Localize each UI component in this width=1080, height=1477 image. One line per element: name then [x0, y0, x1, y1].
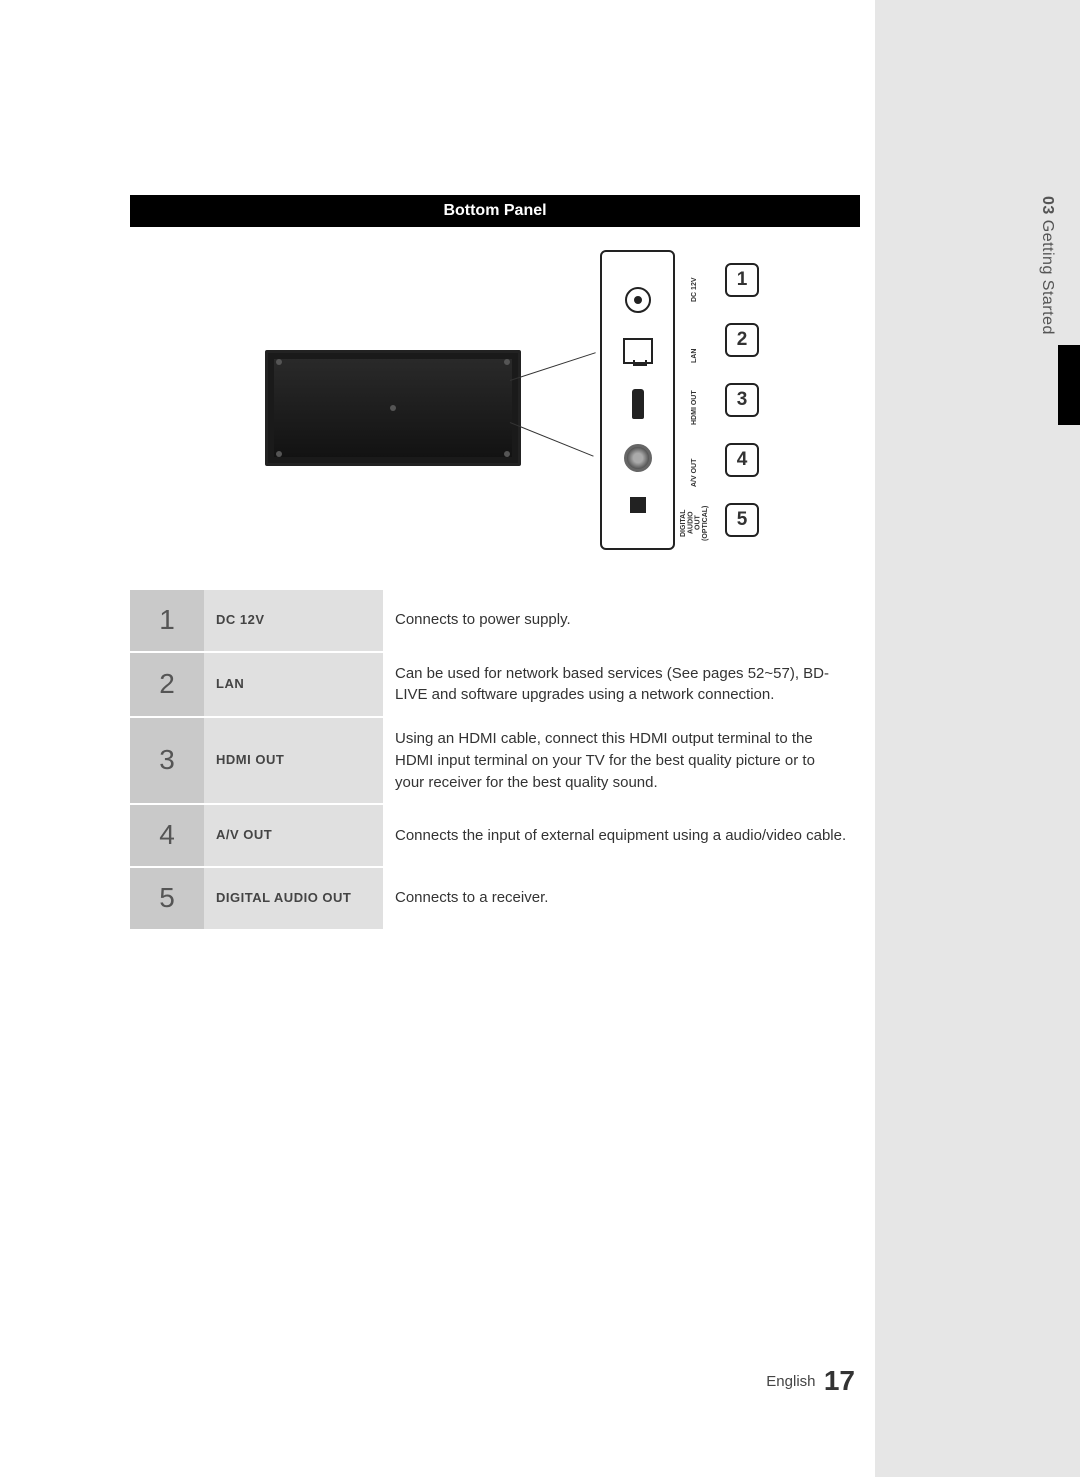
row-number: 3: [130, 717, 204, 804]
table-row: 5 DIGITAL AUDIO OUT Connects to a receiv…: [130, 867, 860, 930]
row-number: 2: [130, 652, 204, 718]
hdmi-port-icon: [632, 389, 644, 419]
table-row: 1 DC 12V Connects to power supply.: [130, 590, 860, 652]
port-panel: [600, 250, 675, 550]
port-label: DC 12V: [680, 252, 709, 302]
chapter-name: Getting Started: [1039, 220, 1056, 335]
port-label: DIGITAL AUDIO OUT (OPTICAL): [680, 498, 709, 548]
row-label: DIGITAL AUDIO OUT: [204, 867, 383, 930]
row-description: Connects the input of external equipment…: [383, 804, 860, 867]
page-language: English: [766, 1373, 815, 1390]
callout-line: [510, 422, 594, 457]
optical-port-icon: [630, 497, 646, 513]
dc-port-icon: [625, 287, 651, 313]
bottom-panel-diagram: DC 12V LAN HDMI OUT A/V OUT DIGITAL AUDI…: [130, 240, 860, 560]
table-row: 3 HDMI OUT Using an HDMI cable, connect …: [130, 717, 860, 804]
port-label: LAN: [680, 313, 709, 363]
callout-marker: 2: [725, 323, 759, 357]
device-illustration: [265, 350, 521, 466]
row-description: Connects to a receiver.: [383, 867, 860, 930]
callout-marker: 3: [725, 383, 759, 417]
port-label: A/V OUT: [680, 437, 709, 487]
table-row: 4 A/V OUT Connects the input of external…: [130, 804, 860, 867]
port-label: HDMI OUT: [680, 375, 709, 425]
lan-port-icon: [623, 338, 653, 364]
callout-marker: 4: [725, 443, 759, 477]
port-description-table: 1 DC 12V Connects to power supply. 2 LAN…: [130, 590, 860, 931]
callout-marker: 5: [725, 503, 759, 537]
row-label: A/V OUT: [204, 804, 383, 867]
edge-tab: [1058, 345, 1080, 425]
row-description: Can be used for network based services (…: [383, 652, 860, 718]
av-port-icon: [624, 444, 652, 472]
port-label-column: DC 12V LAN HDMI OUT A/V OUT DIGITAL AUDI…: [680, 246, 709, 554]
row-description: Using an HDMI cable, connect this HDMI o…: [383, 717, 860, 804]
page: 03 Getting Started Bottom Panel DC 12V L…: [0, 0, 1080, 1477]
callout-line: [510, 352, 596, 381]
section-title: Bottom Panel: [130, 195, 860, 227]
row-description: Connects to power supply.: [383, 590, 860, 652]
row-label: LAN: [204, 652, 383, 718]
page-number: 17: [824, 1365, 855, 1396]
page-footer: English 17: [766, 1365, 855, 1397]
row-label: HDMI OUT: [204, 717, 383, 804]
callout-marker: 1: [725, 263, 759, 297]
marker-column: 1 2 3 4 5: [725, 250, 759, 550]
row-number: 5: [130, 867, 204, 930]
row-number: 4: [130, 804, 204, 867]
row-number: 1: [130, 590, 204, 652]
chapter-number: 03: [1039, 196, 1056, 215]
chapter-heading: 03 Getting Started: [1038, 196, 1056, 335]
table-row: 2 LAN Can be used for network based serv…: [130, 652, 860, 718]
row-label: DC 12V: [204, 590, 383, 652]
